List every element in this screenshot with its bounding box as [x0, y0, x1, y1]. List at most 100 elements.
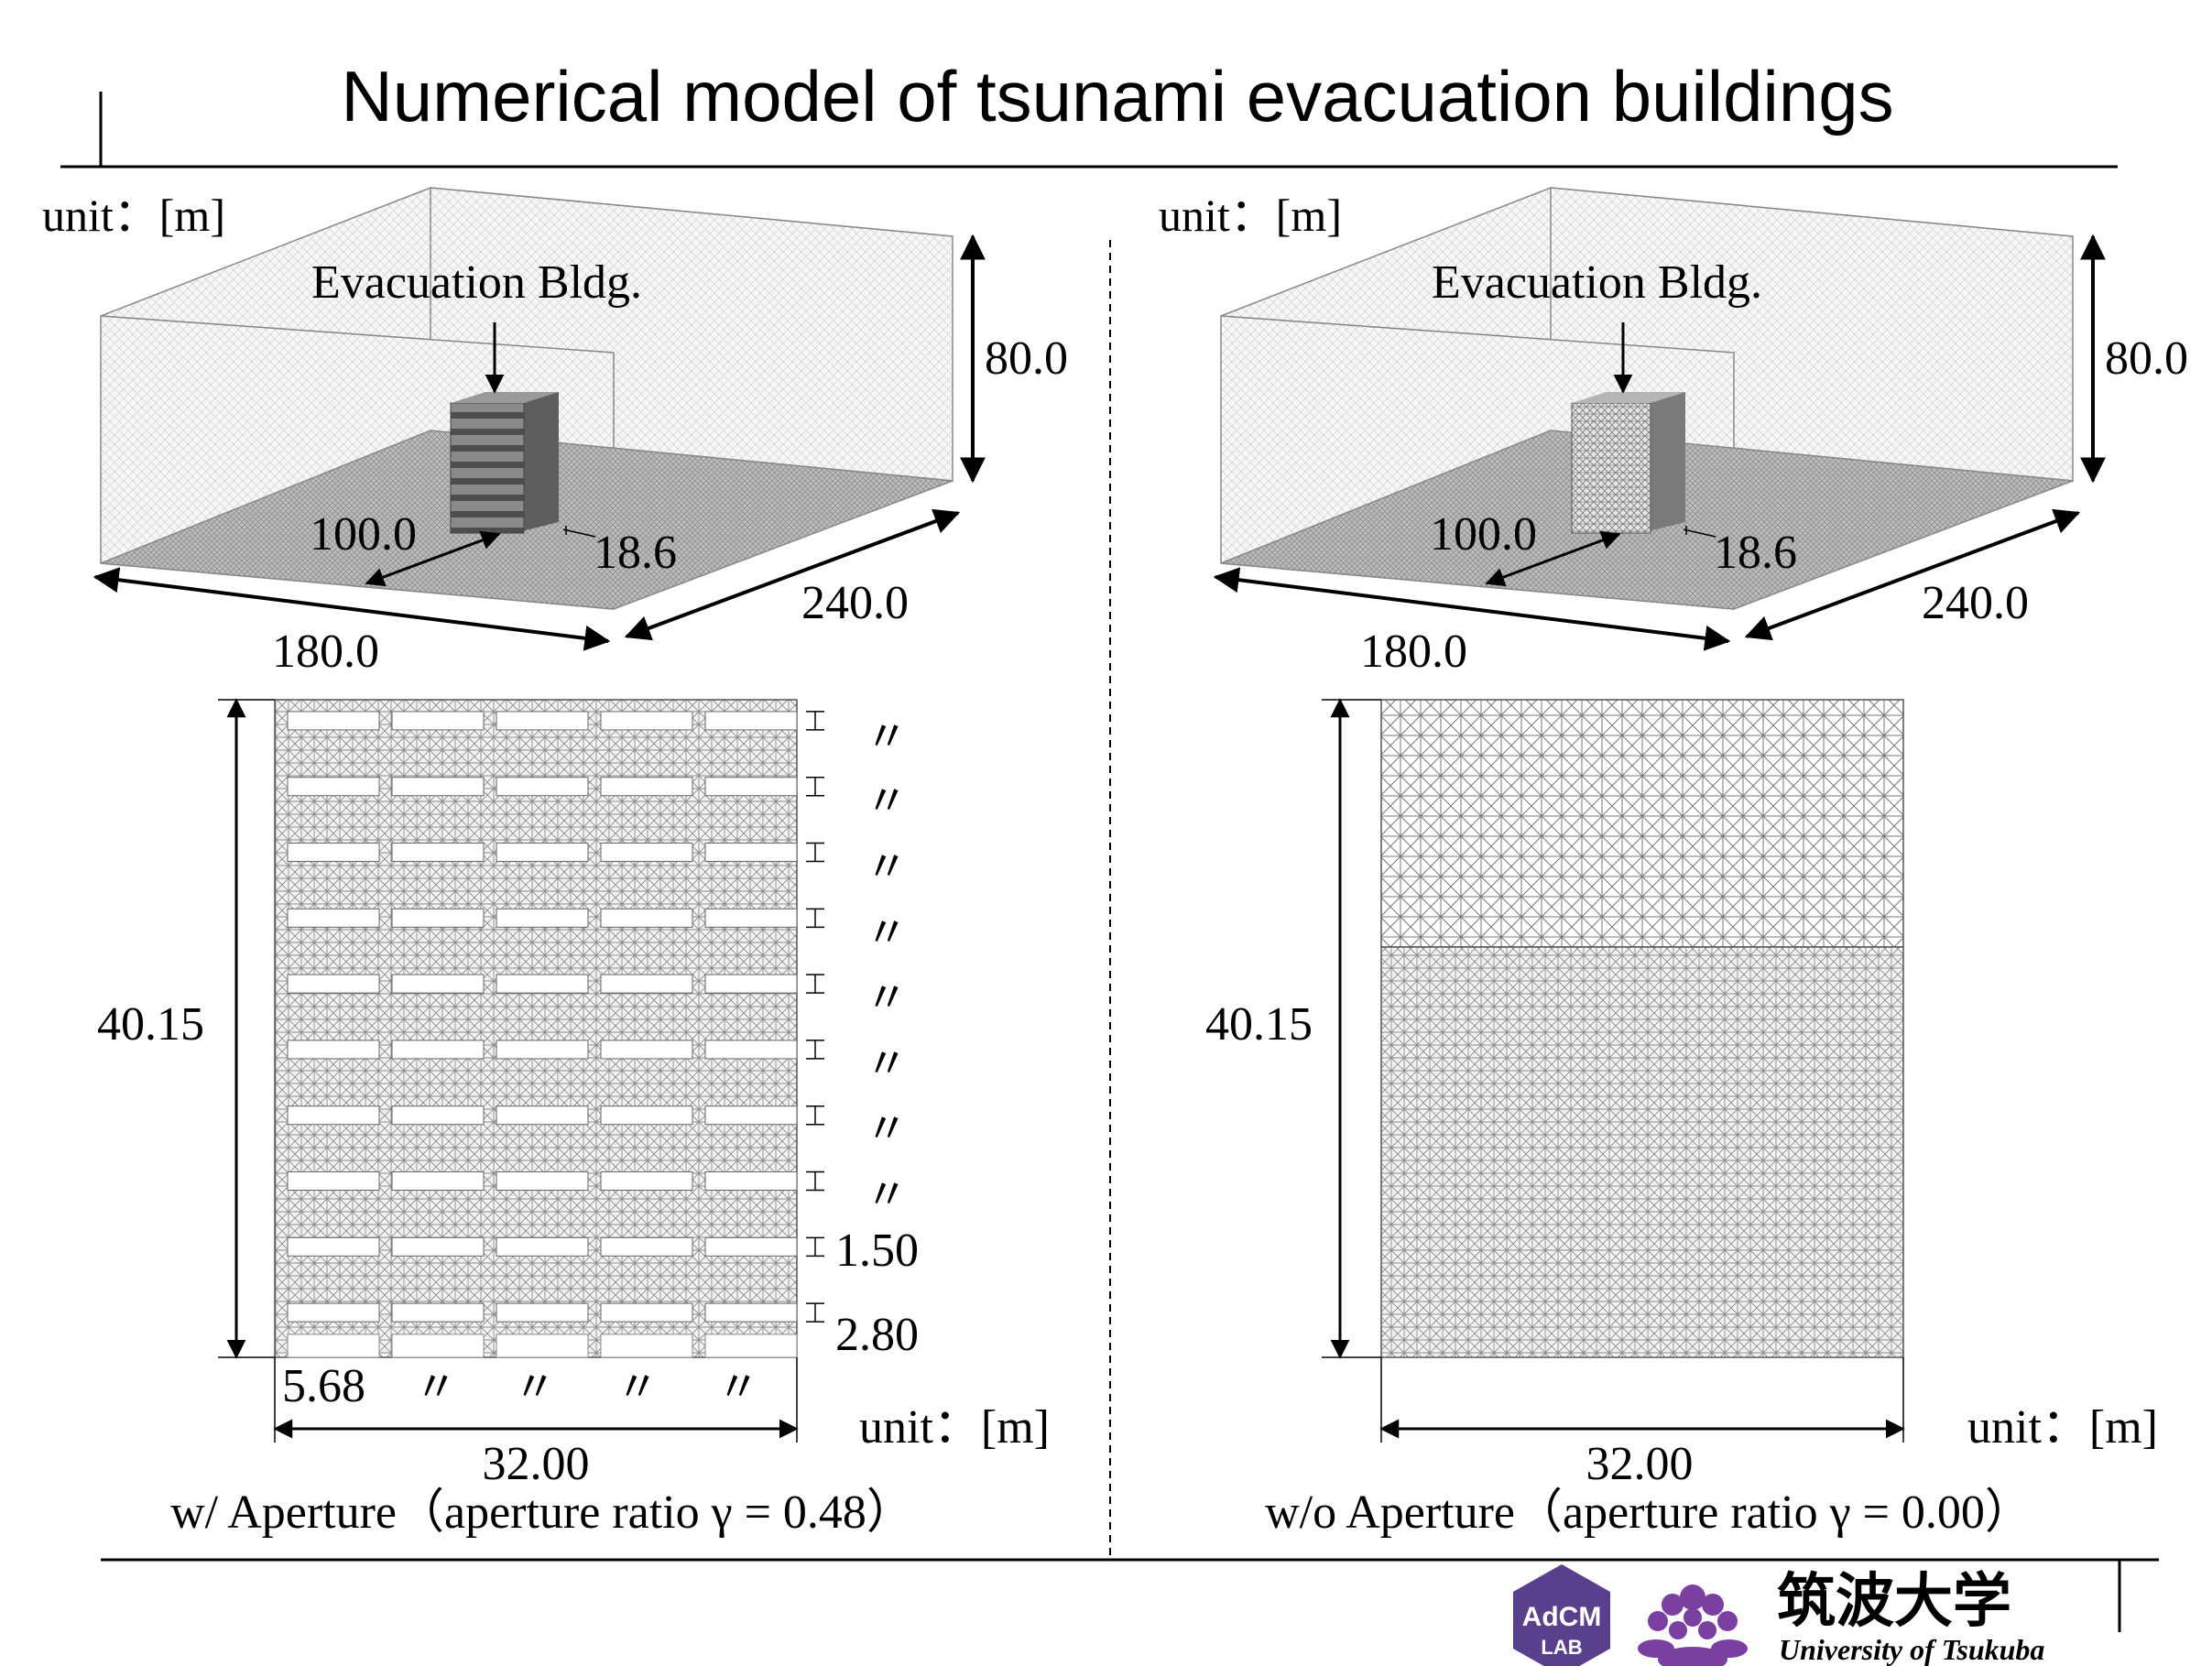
aperture-opening [600, 1302, 693, 1323]
aperture-opening [704, 908, 798, 928]
ditto-mark: 〃 [866, 778, 908, 824]
aperture-opening [496, 1236, 589, 1257]
ground-opening [704, 1334, 798, 1358]
left-offset-label: 100.0 [310, 508, 417, 561]
adcm-text: AdCM [1522, 1602, 1602, 1632]
right-wall-mesh-fine [1380, 946, 1904, 1358]
slab-height-label: 1.50 [835, 1225, 919, 1277]
ground-opening [496, 1334, 589, 1358]
ditto-mark: 〃 [514, 1364, 556, 1410]
left-elevation [218, 698, 824, 1443]
adcm-lab-logo: AdCM LAB [1513, 1564, 1610, 1666]
right-elev-width-label: 32.00 [1586, 1438, 1694, 1490]
left-unit-label: unit：[m] [42, 190, 225, 241]
adcm-hexagon [1513, 1564, 1610, 1666]
right-bldg-depth-tick [1683, 526, 1716, 538]
right-width-label: 180.0 [1360, 626, 1467, 678]
aperture-opening [600, 777, 693, 797]
ground-opening [287, 1334, 380, 1358]
aperture-opening [496, 1105, 589, 1126]
left-width-label: 180.0 [272, 626, 379, 678]
left-height-label: 80.0 [985, 332, 1068, 385]
aperture-opening [496, 908, 589, 928]
ditto-mark: 〃 [866, 975, 908, 1021]
aperture-opening [287, 1040, 380, 1060]
left-caption: w/ Aperture（aperture ratio γ = 0.48） [170, 1486, 914, 1539]
aperture-opening [600, 1236, 693, 1257]
ditto-row: 〃 〃 〃 〃 [415, 1364, 759, 1410]
right-offset-arrow [1485, 530, 1621, 587]
aperture-opening [287, 1171, 380, 1192]
right-bldg-depth-label: 18.6 [1714, 527, 1797, 579]
right-wall-mesh-coarse [1380, 699, 1904, 948]
ditto-mark: 〃 [415, 1364, 457, 1410]
aperture-opening [600, 974, 693, 994]
left-depth-label: 240.0 [801, 577, 909, 629]
aperture-opening [391, 843, 485, 863]
aperture-opening [704, 843, 798, 863]
ditto-mark: 〃 [866, 1040, 908, 1087]
aperture-opening [704, 1105, 798, 1126]
aperture-opening [287, 974, 380, 994]
right-bldg-top [1572, 392, 1685, 403]
right-elevation [1322, 698, 1905, 1443]
aperture-opening [600, 711, 693, 731]
ditto-mark: 〃 [866, 844, 908, 890]
aperture-opening [287, 843, 380, 863]
aperture-opening [496, 1040, 589, 1060]
right-offset-label: 100.0 [1430, 508, 1537, 561]
aperture-opening [496, 974, 589, 994]
aperture-opening [496, 711, 589, 731]
aperture-opening [600, 843, 693, 863]
aperture-opening [600, 1105, 693, 1126]
left-elev-width-label: 32.00 [483, 1438, 590, 1490]
right-unit-label: unit：[m] [1159, 190, 1342, 241]
aperture-opening [391, 1236, 485, 1257]
ground-opening [600, 1334, 693, 1358]
left-elev-height-label: 40.15 [97, 998, 204, 1051]
right-depth-arrow [1744, 508, 2081, 641]
aperture-opening [287, 777, 380, 797]
aperture-opening [704, 1171, 798, 1192]
left-bldg-front [450, 402, 525, 534]
bay-width-label: 5.68 [282, 1360, 365, 1412]
ditto-mark: 〃 [866, 1171, 908, 1218]
aperture-opening [704, 974, 798, 994]
left-frame-mesh [274, 699, 798, 1358]
aperture-opening [496, 1302, 589, 1323]
left-offset-arrow [365, 530, 501, 587]
ditto-mark: 〃 [866, 1105, 908, 1152]
left-depth-arrow [624, 508, 961, 641]
aperture-opening [704, 1040, 798, 1060]
left-bldg-depth-tick [562, 526, 596, 538]
left-bldg-top [451, 392, 559, 403]
aperture-opening [600, 1171, 693, 1192]
aperture-opening [391, 908, 485, 928]
left-bldg-depth-label: 18.6 [594, 527, 677, 579]
right-elev-unit-label: unit：[m] [1967, 1401, 2158, 1454]
aperture-opening [391, 1302, 485, 1323]
slide-title: Numerical model of tsunami evacuation bu… [341, 56, 1893, 136]
ground-opening [391, 1334, 485, 1358]
aperture-opening [391, 711, 485, 731]
aperture-grid [287, 711, 798, 1358]
aperture-opening [391, 1105, 485, 1126]
ditto-mark: 〃 [616, 1364, 659, 1410]
left-3d-domain [93, 187, 986, 651]
ditto-mark: 〃 [717, 1364, 759, 1410]
right-height-label: 80.0 [2105, 332, 2188, 385]
aperture-opening [496, 1171, 589, 1192]
left-width-arrow [93, 567, 611, 651]
aperture-opening [287, 1105, 380, 1126]
aperture-opening [600, 908, 693, 928]
right-width-arrow [1213, 567, 1731, 651]
left-elev-unit-label: unit：[m] [859, 1401, 1050, 1454]
floor-height-label: 2.80 [835, 1309, 919, 1361]
right-3d-domain [1213, 187, 2106, 651]
right-bldg-label: Evacuation Bldg. [1432, 256, 1762, 309]
right-elev-height-label: 40.15 [1205, 998, 1313, 1051]
aperture-opening [391, 1040, 485, 1060]
ditto-mark: 〃 [866, 909, 908, 956]
right-depth-label: 240.0 [1922, 577, 2029, 629]
aperture-opening [600, 1040, 693, 1060]
